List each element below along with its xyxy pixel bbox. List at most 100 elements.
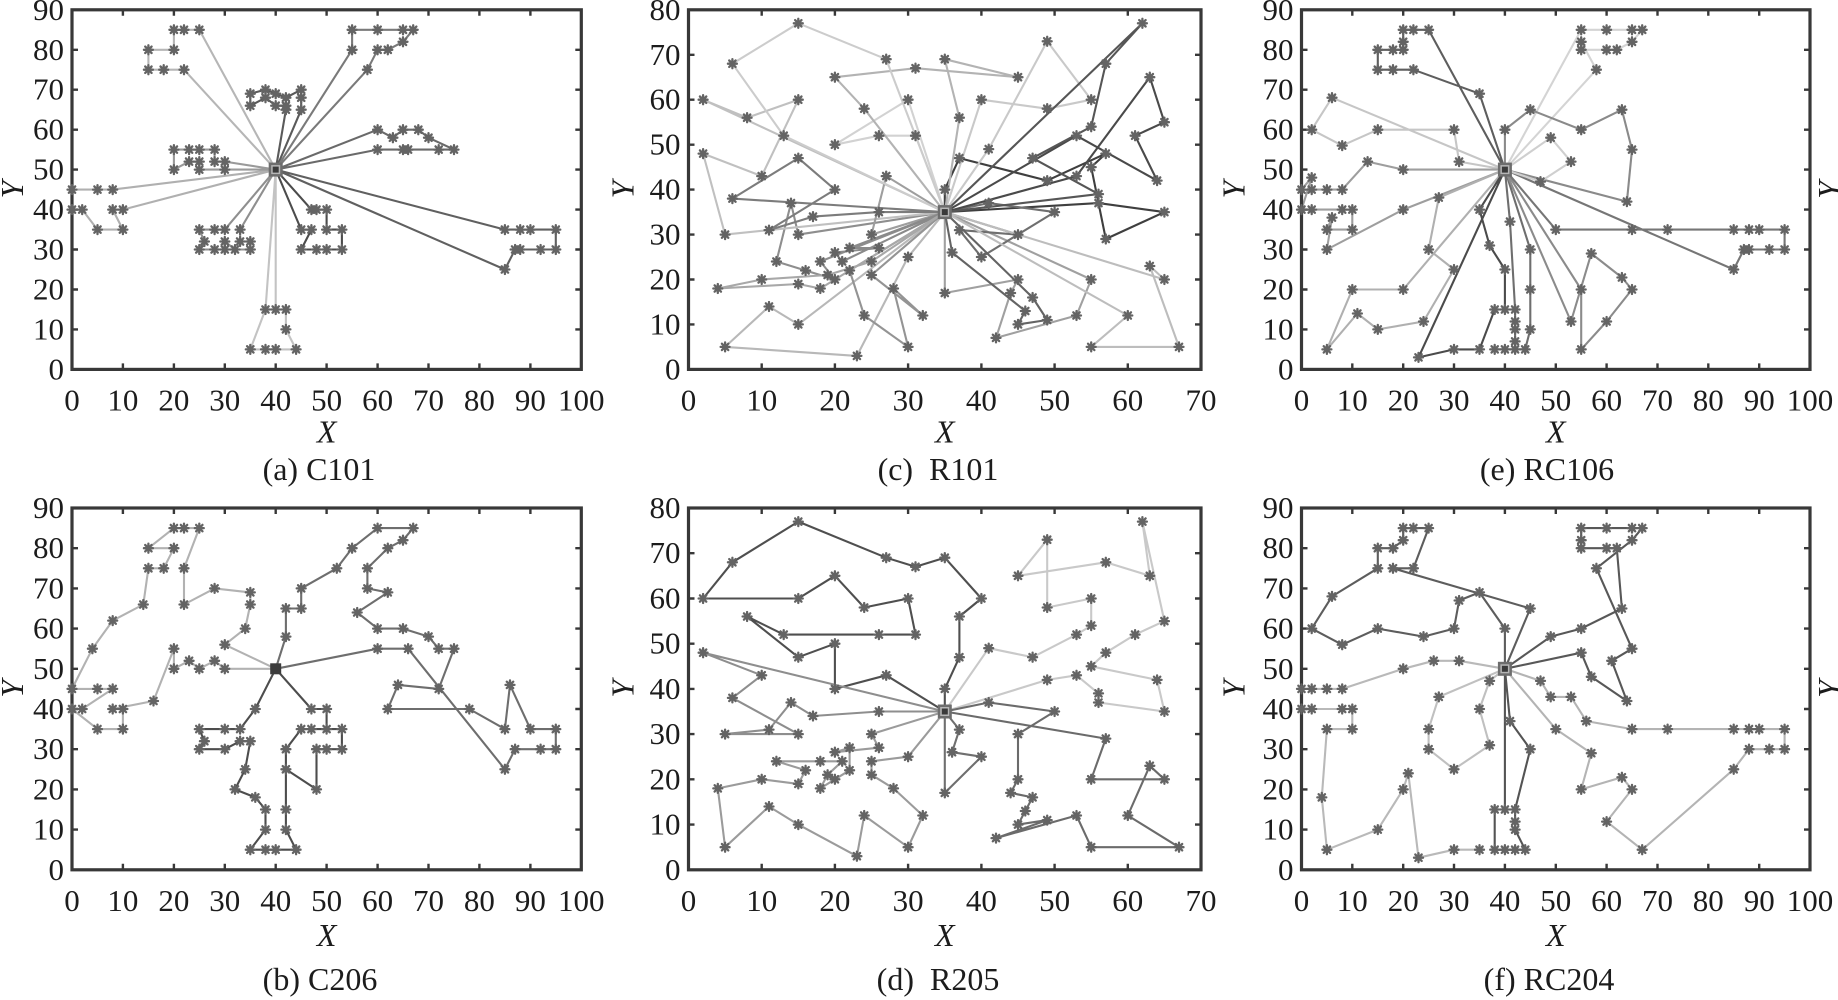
svg-text:40: 40 <box>966 382 997 417</box>
svg-text:10: 10 <box>650 807 681 842</box>
svg-text:50: 50 <box>1540 382 1571 417</box>
svg-text:30: 30 <box>893 883 924 918</box>
svg-text:10: 10 <box>1337 382 1368 417</box>
svg-text:90: 90 <box>33 490 64 525</box>
svg-text:X: X <box>315 917 338 953</box>
svg-text:(f) RC204: (f) RC204 <box>1484 961 1615 997</box>
svg-text:X: X <box>315 413 338 449</box>
svg-text:50: 50 <box>650 626 681 661</box>
svg-text:50: 50 <box>33 152 64 187</box>
svg-text:50: 50 <box>1039 382 1070 417</box>
svg-text:70: 70 <box>1263 72 1294 107</box>
svg-text:70: 70 <box>1186 883 1217 918</box>
svg-text:80: 80 <box>1693 382 1724 417</box>
svg-text:10: 10 <box>33 311 64 346</box>
svg-text:20: 20 <box>158 382 189 417</box>
svg-text:10: 10 <box>33 812 64 847</box>
svg-text:80: 80 <box>1263 32 1294 67</box>
svg-text:30: 30 <box>209 382 240 417</box>
svg-text:80: 80 <box>650 490 681 525</box>
svg-text:40: 40 <box>260 883 291 918</box>
svg-text:30: 30 <box>33 232 64 267</box>
svg-text:30: 30 <box>1263 232 1294 267</box>
svg-text:0: 0 <box>1278 351 1294 386</box>
svg-text:20: 20 <box>1388 883 1419 918</box>
svg-text:70: 70 <box>33 570 64 605</box>
svg-text:60: 60 <box>33 112 64 147</box>
svg-text:0: 0 <box>681 382 697 417</box>
svg-text:X: X <box>1544 917 1567 953</box>
svg-text:10: 10 <box>650 306 681 341</box>
svg-text:Y: Y <box>1216 677 1252 698</box>
svg-text:70: 70 <box>1642 382 1673 417</box>
svg-text:60: 60 <box>33 611 64 646</box>
svg-text:90: 90 <box>1263 0 1294 27</box>
svg-text:20: 20 <box>1263 771 1294 806</box>
svg-text:20: 20 <box>158 883 189 918</box>
svg-text:50: 50 <box>1263 152 1294 187</box>
svg-text:80: 80 <box>650 0 681 27</box>
svg-text:0: 0 <box>1294 382 1310 417</box>
svg-text:(e) RC106: (e) RC106 <box>1480 451 1614 487</box>
svg-text:90: 90 <box>515 382 546 417</box>
svg-text:70: 70 <box>1263 570 1294 605</box>
svg-text:70: 70 <box>1186 382 1217 417</box>
svg-text:90: 90 <box>1744 883 1775 918</box>
svg-text:20: 20 <box>1263 272 1294 307</box>
svg-text:80: 80 <box>33 530 64 565</box>
svg-text:0: 0 <box>681 883 697 918</box>
svg-text:80: 80 <box>464 382 495 417</box>
svg-text:40: 40 <box>33 691 64 726</box>
svg-text:60: 60 <box>1591 382 1622 417</box>
svg-text:40: 40 <box>1263 192 1294 227</box>
svg-text:50: 50 <box>1540 883 1571 918</box>
svg-text:70: 70 <box>650 37 681 72</box>
svg-text:0: 0 <box>665 852 681 887</box>
svg-text:100: 100 <box>1787 382 1834 417</box>
svg-text:0: 0 <box>49 351 65 386</box>
svg-text:30: 30 <box>650 217 681 252</box>
svg-text:10: 10 <box>1337 883 1368 918</box>
svg-text:60: 60 <box>1263 611 1294 646</box>
svg-text:X: X <box>933 917 956 953</box>
svg-text:30: 30 <box>1439 883 1470 918</box>
svg-text:50: 50 <box>311 382 342 417</box>
svg-text:40: 40 <box>966 883 997 918</box>
svg-text:60: 60 <box>362 883 393 918</box>
svg-text:20: 20 <box>1388 382 1419 417</box>
svg-text:(b) C206: (b) C206 <box>263 961 378 997</box>
svg-text:30: 30 <box>1263 731 1294 766</box>
svg-text:90: 90 <box>1744 382 1775 417</box>
svg-text:0: 0 <box>64 883 80 918</box>
svg-text:60: 60 <box>650 82 681 117</box>
svg-text:50: 50 <box>1263 651 1294 686</box>
svg-text:Y: Y <box>605 677 641 698</box>
svg-text:0: 0 <box>64 382 80 417</box>
svg-text:20: 20 <box>819 883 850 918</box>
svg-text:60: 60 <box>362 382 393 417</box>
svg-text:0: 0 <box>49 852 65 887</box>
svg-text:40: 40 <box>1263 691 1294 726</box>
svg-text:Y: Y <box>1811 178 1838 199</box>
svg-text:10: 10 <box>746 883 777 918</box>
svg-text:80: 80 <box>33 32 64 67</box>
svg-text:30: 30 <box>209 883 240 918</box>
svg-text:20: 20 <box>650 262 681 297</box>
svg-text:100: 100 <box>558 883 605 918</box>
svg-text:Y: Y <box>605 177 641 198</box>
svg-text:50: 50 <box>311 883 342 918</box>
svg-text:70: 70 <box>413 883 444 918</box>
svg-text:70: 70 <box>33 72 64 107</box>
svg-text:30: 30 <box>1439 382 1470 417</box>
svg-text:0: 0 <box>1294 883 1310 918</box>
svg-text:40: 40 <box>650 172 681 207</box>
svg-text:0: 0 <box>1278 852 1294 887</box>
svg-text:60: 60 <box>650 581 681 616</box>
svg-text:(a) C101: (a) C101 <box>263 451 376 487</box>
svg-text:20: 20 <box>33 272 64 307</box>
svg-text:50: 50 <box>1039 883 1070 918</box>
svg-text:Y: Y <box>0 177 30 198</box>
svg-text:0: 0 <box>665 351 681 386</box>
svg-text:30: 30 <box>650 716 681 751</box>
svg-text:50: 50 <box>650 127 681 162</box>
